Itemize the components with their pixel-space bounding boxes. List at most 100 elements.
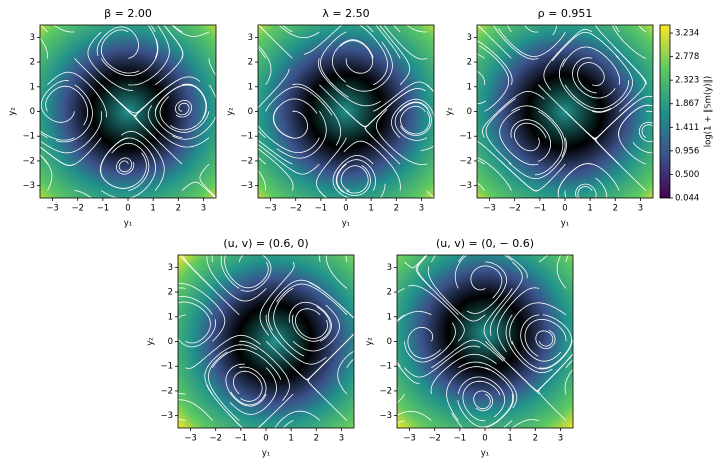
heatmap [40,25,216,198]
streamline [477,157,512,191]
streamline [267,279,321,331]
streamline [238,255,272,292]
streamline [481,90,545,138]
streamline [276,283,348,316]
y-tick-label: −2 [22,156,35,166]
streamline [457,376,506,418]
streamline [454,255,513,289]
streamline [466,261,507,314]
streamline [427,266,486,322]
streamline [375,109,428,166]
y-tick-label: 0 [248,107,253,117]
streamline [239,340,290,401]
streamline [332,155,374,198]
x-tick-label: 1 [150,204,155,214]
streamline [431,339,504,369]
streamline [258,68,290,138]
streamline [181,181,216,198]
streamline [274,410,321,428]
streamline [618,104,650,165]
streamline [346,41,393,92]
streamline [446,366,490,421]
x-tick-label: −3 [483,204,496,214]
streamline [232,370,263,402]
streamline [473,390,494,412]
colorbar-tick-label: 1.411 [675,123,699,133]
streamline [45,85,89,126]
colorbar-tick-label: 2.778 [675,52,699,62]
y-tick-label: 0 [387,337,392,347]
y-tick-label: 0 [30,107,35,117]
y-tick-label: 2 [248,58,253,68]
x-tick-label: −1 [97,204,110,214]
streamline [407,326,441,359]
streamline [220,255,240,289]
x-tick-label: 3 [339,434,344,444]
x-tick-label: −3 [403,434,416,444]
streamline [40,111,103,154]
streamline [40,80,75,123]
x-tick-label: 1 [368,204,373,214]
streamlines [258,25,434,198]
streamline [564,80,629,109]
streamline [543,28,593,91]
streamline [178,296,213,316]
streamline [258,25,293,59]
streamline [101,153,157,198]
panel-title: ρ = 0.951 [538,7,593,20]
streamline [577,62,605,94]
streamline [307,357,348,421]
streamline [404,345,481,378]
y-tick-label: −1 [160,362,173,372]
y-tick-label: 3 [30,33,35,43]
streamline [288,301,332,342]
x-tick-label: −3 [264,204,277,214]
streamline [178,393,186,395]
y-tick-label: 1 [467,82,472,92]
streamline [535,329,556,350]
streamline [100,38,159,77]
panel-title: λ = 2.50 [322,7,369,20]
x-tick-label: 1 [587,204,592,214]
y-tick-label: −1 [22,132,35,142]
streamline [339,40,374,74]
heatmap [397,255,573,428]
streamline [505,314,553,374]
streamline [551,31,620,62]
colorbar [659,24,671,199]
streamline [575,183,597,198]
streamline [457,255,528,279]
streamline [265,314,327,365]
streamline [632,110,653,154]
y-tick-label: −3 [240,181,253,191]
x-tick-label: −2 [71,204,84,214]
y-tick-label: 1 [248,82,253,92]
y-tick-label: −2 [379,386,392,396]
y-tick-label: −2 [160,386,173,396]
streamline [638,121,653,143]
streamline [592,54,633,113]
streamline [343,140,401,191]
streamline [397,410,432,421]
streamline [128,25,170,86]
panel-title: (u, v) = (0.6, 0) [223,237,308,250]
streamline [40,37,49,59]
y-tick-label: 2 [30,58,35,68]
streamline [557,163,620,194]
streamline [406,25,428,33]
streamline [404,255,427,269]
streamline [100,137,156,173]
streamline [147,105,210,148]
streamline [498,28,566,57]
y-tick-label: −1 [459,132,472,142]
x-tick-label: −3 [184,434,197,444]
streamline [511,339,573,370]
streamline [229,367,277,415]
streamline [208,58,216,76]
x-tick-label: −1 [534,204,547,214]
streamline [400,105,431,135]
colorbar-tick-label: 2.323 [675,76,699,86]
streamline [483,288,513,360]
streamline [204,344,257,395]
streamline [180,255,186,263]
